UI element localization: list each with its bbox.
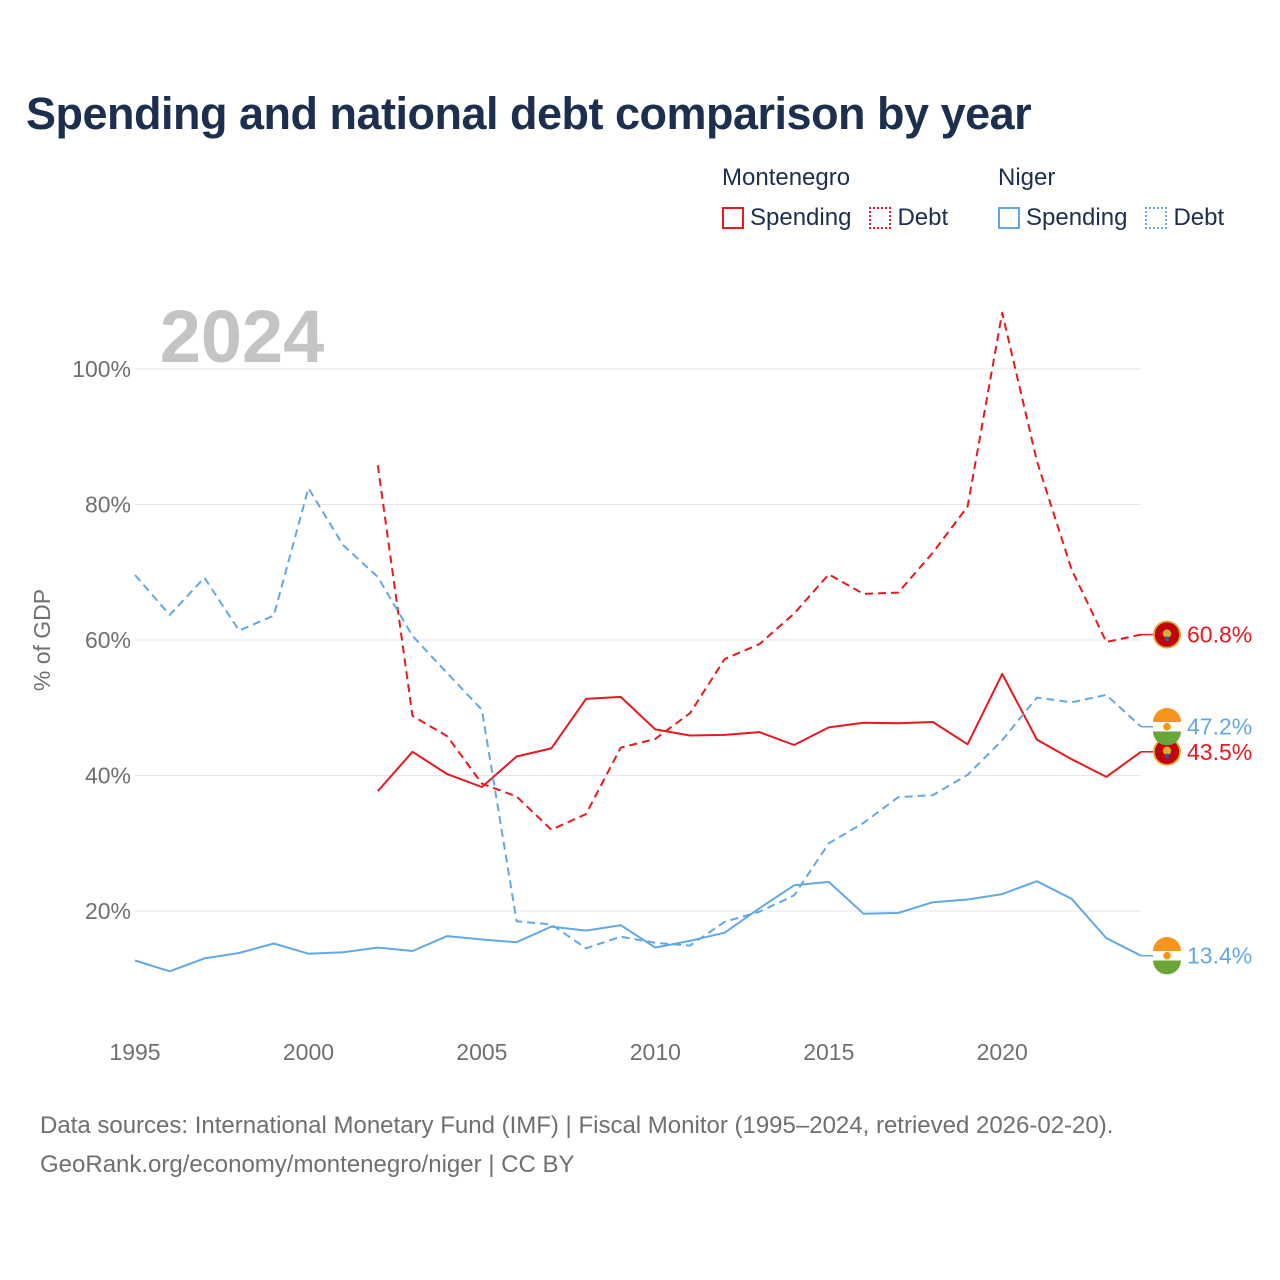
legend-label: Spending <box>1026 204 1128 231</box>
legend-montenegro-debt[interactable]: Debt <box>869 204 948 232</box>
series-line-niger-debt <box>134 487 1142 950</box>
y-axis-label: % of GDP <box>29 589 55 691</box>
y-tick-label: 60% <box>85 627 131 653</box>
x-tick-label: 2020 <box>977 1039 1028 1065</box>
montenegro-flag-icon <box>1153 737 1181 766</box>
year-label: 2024 <box>160 295 325 378</box>
end-value-label-niger-spending: 13.4% <box>1187 943 1252 969</box>
x-tick-label: 1995 <box>109 1039 160 1065</box>
series-line-montenegro-debt <box>376 311 1142 831</box>
niger-flag-icon <box>1153 708 1181 746</box>
legend-label: Debt <box>897 204 949 231</box>
flag-emblem-shield <box>1165 636 1169 642</box>
end-value-label-montenegro-debt: 60.8% <box>1187 622 1252 648</box>
flag-emblem <box>1162 629 1172 638</box>
y-tick-label: 100% <box>72 356 131 382</box>
flag-sun <box>1163 722 1171 731</box>
y-tick-label: 80% <box>85 492 131 518</box>
legend-swatch-dotted-icon <box>1145 207 1168 229</box>
x-tick-label: 2005 <box>456 1039 507 1065</box>
legend-niger-debt[interactable]: Debt <box>1145 204 1224 232</box>
x-tick-label: 2010 <box>630 1039 681 1065</box>
legend-swatch-solid-icon <box>722 207 744 229</box>
series-line-niger-spending <box>134 880 1142 973</box>
x-tick-label: 2015 <box>803 1039 854 1065</box>
sources-line-1: Data sources: International Monetary Fun… <box>40 1112 1114 1139</box>
montenegro-flag-icon <box>1153 620 1181 649</box>
flag-emblem-shield <box>1165 753 1169 759</box>
flag-emblem <box>1162 746 1172 755</box>
niger-flag-icon <box>1153 937 1181 975</box>
chart-title: Spending and national debt comparison by… <box>26 88 1032 139</box>
legend-montenegro-name: Montenegro <box>722 164 851 191</box>
y-tick-label: 40% <box>85 763 131 789</box>
flag-green-band <box>1153 960 1181 975</box>
end-value-label-montenegro-spending: 43.5% <box>1187 739 1252 765</box>
legend-swatch-dotted-icon <box>869 207 892 229</box>
legend-swatch-solid-icon <box>998 207 1020 229</box>
legend-label: Spending <box>750 204 852 231</box>
series-line-montenegro-spending <box>377 672 1142 792</box>
legend-label: Debt <box>1173 204 1225 231</box>
flag-orange-band <box>1153 937 1181 952</box>
flag-orange-band <box>1153 708 1181 723</box>
legend-montenegro: Montenegro Spending Debt <box>722 162 966 232</box>
flag-sun <box>1163 951 1171 960</box>
end-value-label-niger-debt: 47.2% <box>1187 714 1252 740</box>
flag-green-band <box>1153 731 1181 746</box>
legend-niger-name: Niger <box>998 164 1056 191</box>
sources-line-2[interactable]: GeoRank.org/economy/montenegro/niger | C… <box>40 1151 575 1178</box>
legend-niger: Niger Spending Debt <box>998 162 1224 232</box>
data-sources: Data sources: International Monetary Fun… <box>40 1106 1113 1184</box>
y-tick-label: 20% <box>85 898 131 924</box>
legend-montenegro-spending[interactable]: Spending <box>722 204 851 232</box>
x-tick-label: 2000 <box>283 1039 334 1065</box>
legend-niger-spending[interactable]: Spending <box>998 204 1127 232</box>
